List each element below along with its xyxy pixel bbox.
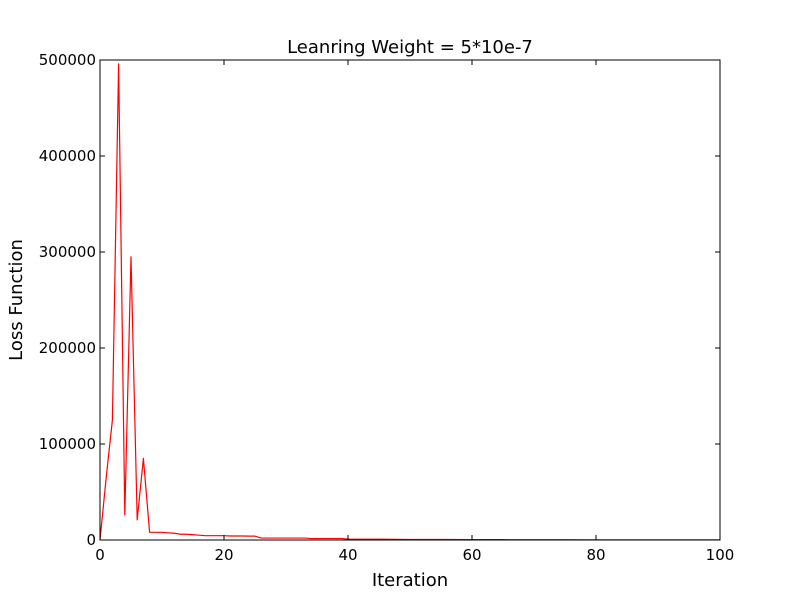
y-tick-label: 400000 xyxy=(39,147,96,165)
x-tick-label: 20 xyxy=(214,546,233,564)
x-tick-label: 40 xyxy=(338,546,357,564)
x-tick-label: 100 xyxy=(706,546,735,564)
plot-frame xyxy=(99,59,721,541)
x-tick-label: 0 xyxy=(95,546,105,564)
x-tick-label: 80 xyxy=(586,546,605,564)
series-line-0 xyxy=(99,63,721,541)
chart-title: Leanring Weight = 5*10e-7 xyxy=(287,37,533,58)
y-tick-label: 500000 xyxy=(39,51,96,69)
y-tick-label: 300000 xyxy=(39,243,96,261)
y-tick-label: 0 xyxy=(86,531,96,549)
y-axis-label: Loss Function xyxy=(6,239,27,361)
plot-area xyxy=(99,63,721,541)
axes: 0 20 40 60 80 100 0 100000 200000 300000 400000 500… xyxy=(39,51,735,564)
y-tick-label: 200000 xyxy=(39,339,96,357)
x-tick-label: 60 xyxy=(462,546,481,564)
y-tick-label: 100000 xyxy=(39,435,96,453)
x-axis-label: Iteration xyxy=(372,570,448,591)
